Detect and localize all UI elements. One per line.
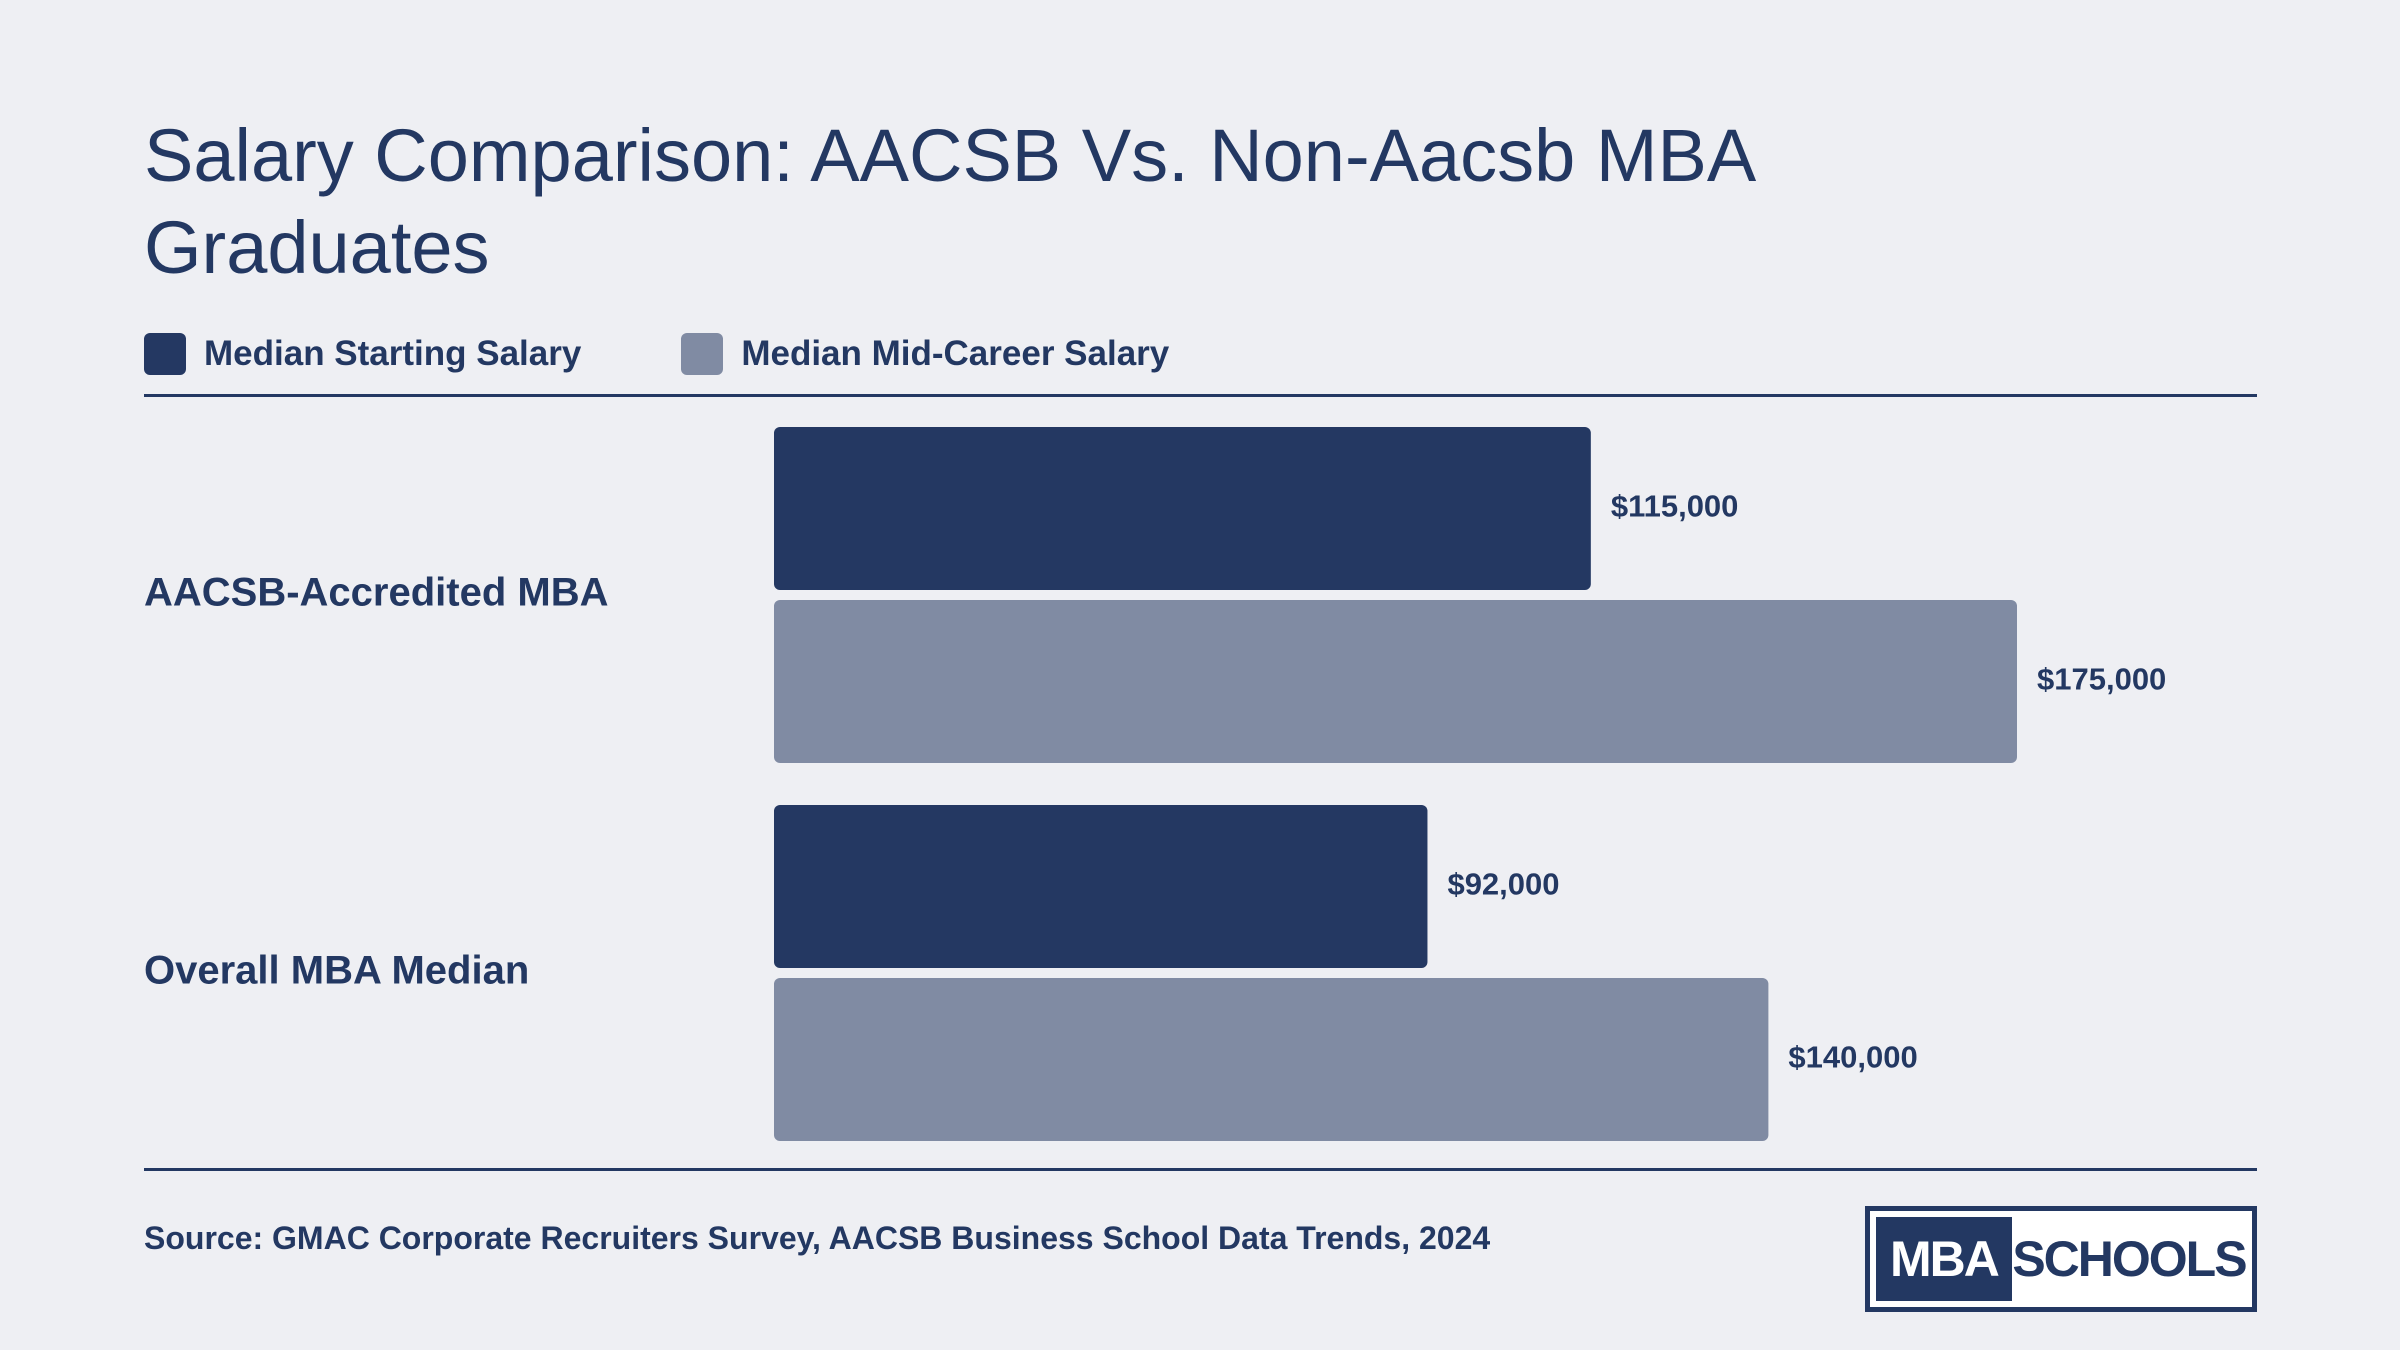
legend-label-midcareer-salary: Median Mid-Career Salary — [741, 334, 1170, 373]
value-label-median-starting-salary-aacsb-accredited-mba: $115,000 — [1611, 489, 1739, 524]
legend: Median Starting Salary Median Mid-Career… — [144, 332, 1269, 376]
chart-title: Salary Comparison: AACSB Vs. Non-Aacsb M… — [144, 114, 1753, 289]
legend-swatch-midcareer-salary — [681, 333, 724, 375]
mba-schools-logo: MBA SCHOOLS — [1865, 1206, 2257, 1312]
value-label-median-mid-career-salary-aacsb-accredited-mba: $175,000 — [2037, 662, 2166, 697]
category-label: Overall MBA Median — [144, 949, 529, 993]
bar-median-starting-salary-overall-mba-median — [774, 805, 1428, 968]
logo-mba-text: MBA — [1876, 1217, 2012, 1301]
source-note: Source: GMAC Corporate Recruiters Survey… — [144, 1220, 1491, 1256]
value-label-median-mid-career-salary-overall-mba-median: $140,000 — [1788, 1040, 1917, 1075]
bar-median-starting-salary-aacsb-accredited-mba — [774, 427, 1591, 590]
bar-group-aacsb-accredited-mba: AACSB-Accredited MBA $115,000 $175,000 — [144, 427, 2166, 763]
bottom-divider — [144, 1168, 2257, 1171]
legend-item-midcareer-salary: Median Mid-Career Salary — [681, 333, 1169, 375]
bar-group-overall-mba-median: Overall MBA Median $92,000 $140,000 — [144, 805, 1918, 1141]
bar-median-mid-career-salary-overall-mba-median — [774, 978, 1769, 1141]
logo-schools-text: SCHOOLS — [2012, 1231, 2247, 1287]
top-divider — [144, 394, 2257, 397]
legend-item-starting-salary: Median Starting Salary — [144, 333, 581, 375]
legend-swatch-starting-salary — [144, 333, 186, 375]
bar-median-mid-career-salary-aacsb-accredited-mba — [774, 600, 2017, 763]
legend-label-starting-salary: Median Starting Salary — [204, 334, 582, 373]
category-label: AACSB-Accredited MBA — [144, 571, 609, 615]
value-label-median-starting-salary-overall-mba-median: $92,000 — [1447, 867, 1559, 902]
